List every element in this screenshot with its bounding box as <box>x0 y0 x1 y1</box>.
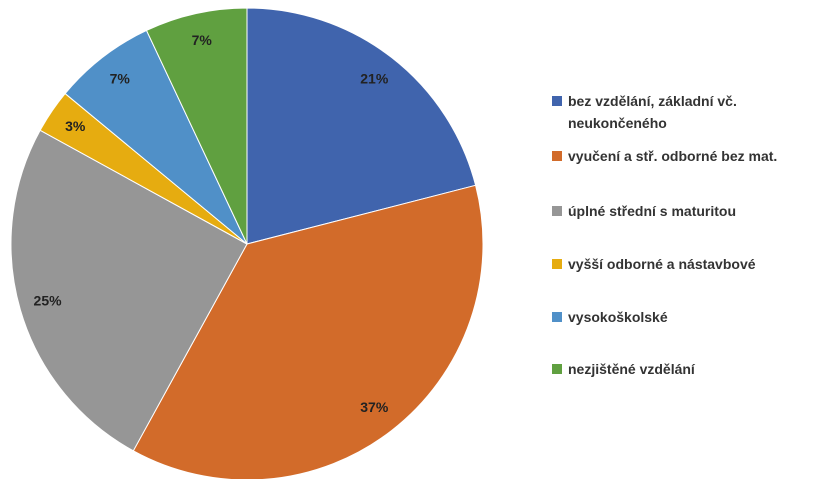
chart: 21% 37% 25% 3% 7% 7% <box>10 7 484 479</box>
legend-swatch <box>552 206 562 216</box>
data-label: 21% <box>360 71 389 87</box>
legend-label: vysokoškolské <box>568 309 668 325</box>
legend-item: vysokoškolské <box>552 306 810 328</box>
legend-swatch <box>552 312 562 322</box>
legend-swatch <box>552 364 562 374</box>
legend-item: vyučení a stř. odborné bez mat. <box>552 145 810 167</box>
data-label: 7% <box>192 32 213 48</box>
data-label: 7% <box>110 71 131 87</box>
legend-label: vyučení a stř. odborné bez mat. <box>568 148 778 164</box>
legend-item: vyšší odborné a nástavbové <box>552 253 810 275</box>
pie-slice <box>145 7 248 245</box>
legend-item: bez vzdělání, základní vč. neukončeného <box>552 90 810 134</box>
pie-slice <box>246 7 477 245</box>
legend-swatch <box>552 96 562 106</box>
data-label: 3% <box>65 118 86 134</box>
data-label: 25% <box>34 293 63 309</box>
pie-slice <box>132 184 484 479</box>
data-label: 37% <box>360 399 389 415</box>
legend-swatch <box>552 259 562 269</box>
legend-item: úplné střední s maturitou <box>552 200 810 222</box>
pie-slice <box>10 129 248 452</box>
legend-label: úplné střední s maturitou <box>568 203 737 219</box>
legend-item: nezjištěné vzdělání <box>552 358 810 380</box>
pie-slice <box>64 29 248 245</box>
legend-label: nezjištěné vzdělání <box>568 361 695 377</box>
legend-label: vyšší odborné a nástavbové <box>568 256 756 272</box>
legend-label: bez vzdělání, základní vč. neukončeného <box>568 93 737 131</box>
legend-swatch <box>552 151 562 161</box>
